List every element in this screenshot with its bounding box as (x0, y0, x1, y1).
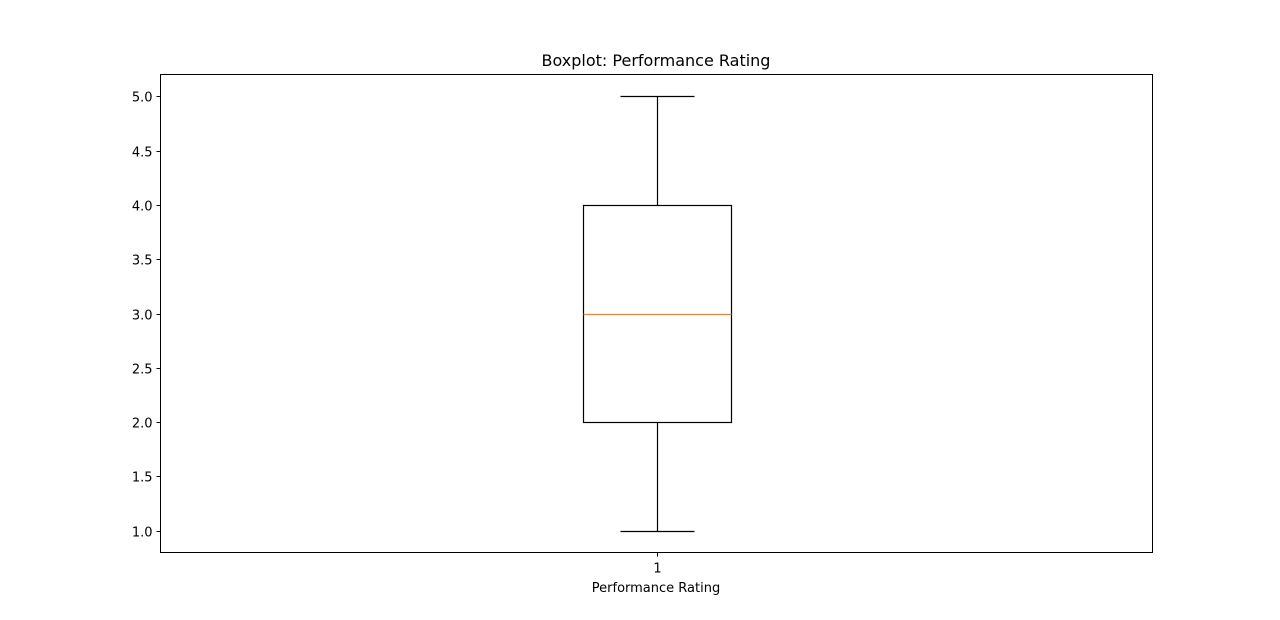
x-tick-label: 1 (653, 562, 661, 577)
y-tick-label: 2.5 (132, 363, 153, 378)
box-series (582, 95, 733, 533)
y-tick-label: 3.5 (132, 254, 153, 269)
x-axis: 1 (653, 552, 662, 577)
y-tick-label: 3.0 (132, 309, 153, 324)
y-tick-label: 1.5 (132, 471, 153, 486)
y-axis: 1.0 1.5 2.0 2.5 3.0 3.5 4.0 4.5 5.0 (132, 91, 161, 541)
x-axis-label: Performance Rating (592, 581, 720, 596)
chart-title: Boxplot: Performance Rating (542, 51, 771, 70)
y-tick-label: 2.0 (132, 417, 153, 432)
y-tick-label: 4.5 (132, 146, 153, 161)
plot-area-frame (160, 74, 1153, 553)
y-tick-label: 1.0 (132, 526, 153, 541)
y-tick-label: 5.0 (132, 91, 153, 106)
y-tick-label: 4.0 (132, 200, 153, 215)
